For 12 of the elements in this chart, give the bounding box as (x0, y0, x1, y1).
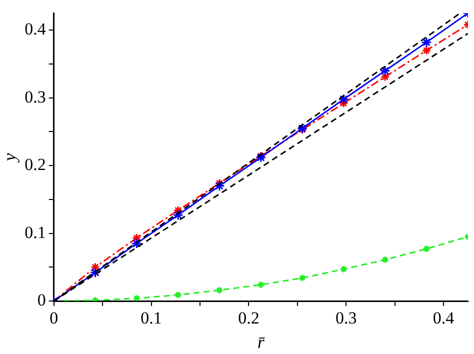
y-tick-label: 0.3 (24, 87, 46, 106)
x-tick-label: 0.3 (335, 308, 357, 328)
y-tick-label: 0 (37, 290, 46, 310)
y-tick-label: 0.4 (24, 20, 46, 39)
x-tick-label: 0 (50, 308, 58, 328)
y-tick-label: 0.1 (24, 222, 46, 242)
y-axis-title: y (0, 153, 20, 164)
x-tick-label: 0.4 (432, 308, 455, 328)
y-tick-label: 0.2 (24, 155, 46, 174)
x-tick-label: 0.2 (238, 308, 260, 328)
x-axis-title: r̄ (257, 332, 266, 352)
x-tick-label: 0.1 (140, 308, 162, 328)
